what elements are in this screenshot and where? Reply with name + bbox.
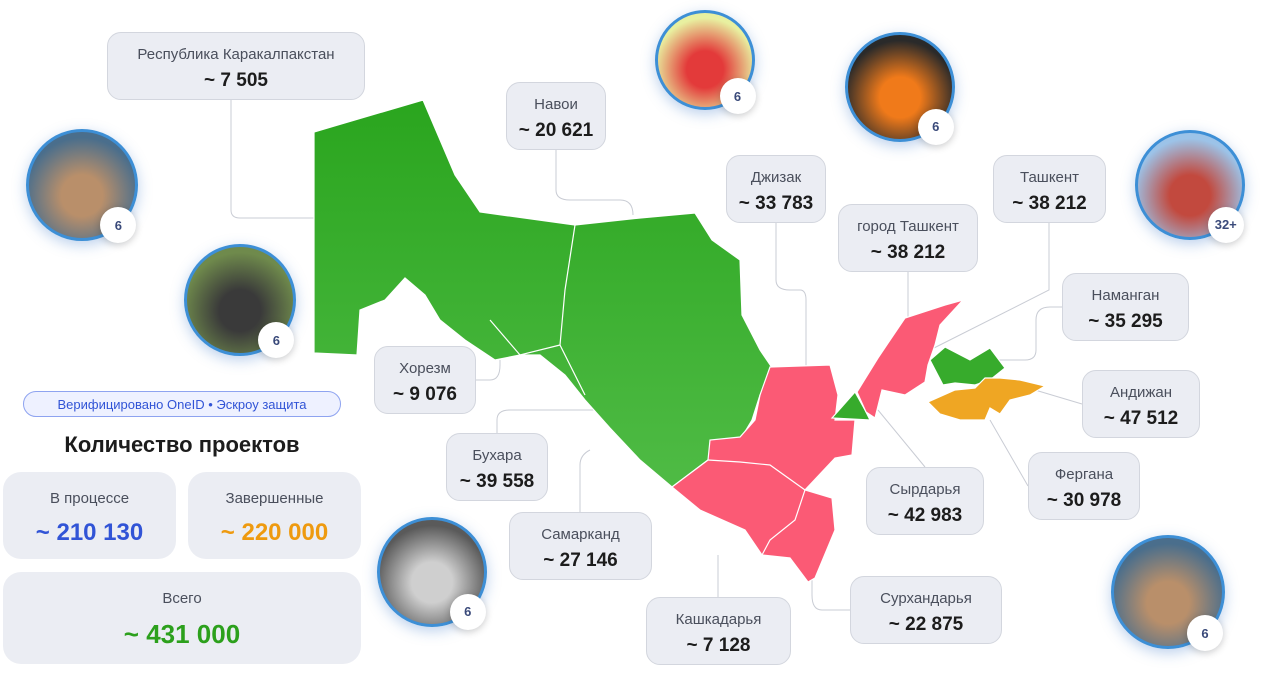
region-card[interactable]: Сырдарья ~ 42 983 [866, 467, 984, 535]
region-name: Навои [534, 96, 578, 113]
region-value: ~ 7 505 [204, 70, 268, 91]
projects-title: Количество проектов [64, 432, 300, 457]
region-name: Джизак [750, 169, 802, 186]
stat-completed: Завершенные ~ 220 000 [188, 472, 361, 559]
photo-count-badge: 6 [719, 78, 756, 114]
region-value: ~ 22 875 [888, 614, 964, 635]
stat-total: Всего ~ 431 000 [3, 572, 361, 664]
region-value: ~ 42 983 [887, 505, 963, 526]
region-card[interactable]: Джизак ~ 33 783 [726, 155, 826, 223]
region-value: ~ 35 295 [1088, 311, 1163, 332]
region-card[interactable]: Кашкадарья ~ 7 128 [646, 597, 791, 665]
region-card[interactable]: Ташкент ~ 38 212 [993, 155, 1106, 223]
region-west-green[interactable] [313, 99, 776, 488]
region-value: ~ 7 128 [686, 635, 751, 656]
region-value: ~ 38 212 [870, 242, 946, 263]
connector-lines [230, 100, 1083, 611]
photo-count-badge: 6 [449, 593, 486, 630]
region-card[interactable]: Андижан ~ 47 512 [1082, 370, 1200, 438]
region-card[interactable]: Бухара ~ 39 558 [446, 433, 548, 501]
stat-label: В процессе [49, 490, 130, 507]
region-name: Сурхандарья [880, 590, 972, 607]
photo-count-badge: 6 [100, 207, 137, 244]
region-name: Ташкент [1019, 169, 1080, 186]
region-name: Бухара [472, 447, 522, 464]
region-name: Кашкадарья [675, 611, 762, 628]
stat-label: Всего [162, 590, 202, 607]
region-tashkent[interactable] [856, 298, 965, 419]
stat-value: ~ 210 130 [35, 519, 144, 546]
region-card[interactable]: Хорезм ~ 9 076 [374, 346, 476, 414]
region-card[interactable]: Наманган ~ 35 295 [1062, 273, 1189, 341]
region-namangan[interactable] [929, 346, 1006, 386]
verified-badge: Верифицировано OneID • Эскроу защита [23, 391, 341, 417]
region-fergana-andijan[interactable] [926, 377, 1047, 421]
stat-label: Завершенные [225, 490, 324, 507]
region-value: ~ 38 212 [1012, 193, 1087, 214]
photo-count-badge: 6 [1187, 615, 1224, 652]
region-name: Сырдарья [889, 481, 961, 498]
region-name: Андижан [1109, 384, 1173, 401]
region-value: ~ 27 146 [543, 550, 618, 571]
photo-count-badge: 6 [917, 108, 954, 145]
project-photo-renovation-worker[interactable] [377, 517, 487, 627]
region-name: Республика Каракалпакстан [137, 46, 335, 63]
region-name: Наманган [1091, 287, 1160, 304]
photo-count-badge: 32+ [1207, 206, 1244, 243]
region-value: ~ 30 978 [1046, 490, 1122, 511]
region-card[interactable]: Сурхандарья ~ 22 875 [850, 576, 1002, 644]
region-value: ~ 9 076 [393, 384, 457, 405]
stat-value: ~ 220 000 [220, 519, 329, 546]
region-card[interactable]: Республика Каракалпакстан ~ 7 505 [107, 32, 365, 100]
region-card[interactable]: Самарканд ~ 27 146 [509, 512, 652, 580]
region-card[interactable]: город Ташкент ~ 38 212 [838, 204, 978, 272]
region-value: ~ 20 621 [518, 120, 594, 141]
region-card[interactable]: Фергана ~ 30 978 [1028, 452, 1140, 520]
photo-count-badge: 6 [258, 322, 295, 359]
region-name: Хорезм [399, 360, 451, 377]
stat-in-progress: В процессе ~ 210 130 [3, 472, 176, 559]
region-value: ~ 33 783 [738, 193, 814, 214]
region-card[interactable]: Навои ~ 20 621 [506, 82, 606, 150]
stat-value: ~ 431 000 [123, 619, 241, 649]
region-south-red[interactable] [671, 364, 856, 583]
region-name: город Ташкент [857, 218, 959, 235]
region-value: ~ 39 558 [459, 471, 535, 492]
region-name: Фергана [1054, 466, 1114, 483]
region-value: ~ 47 512 [1103, 408, 1179, 429]
region-name: Самарканд [541, 526, 620, 543]
